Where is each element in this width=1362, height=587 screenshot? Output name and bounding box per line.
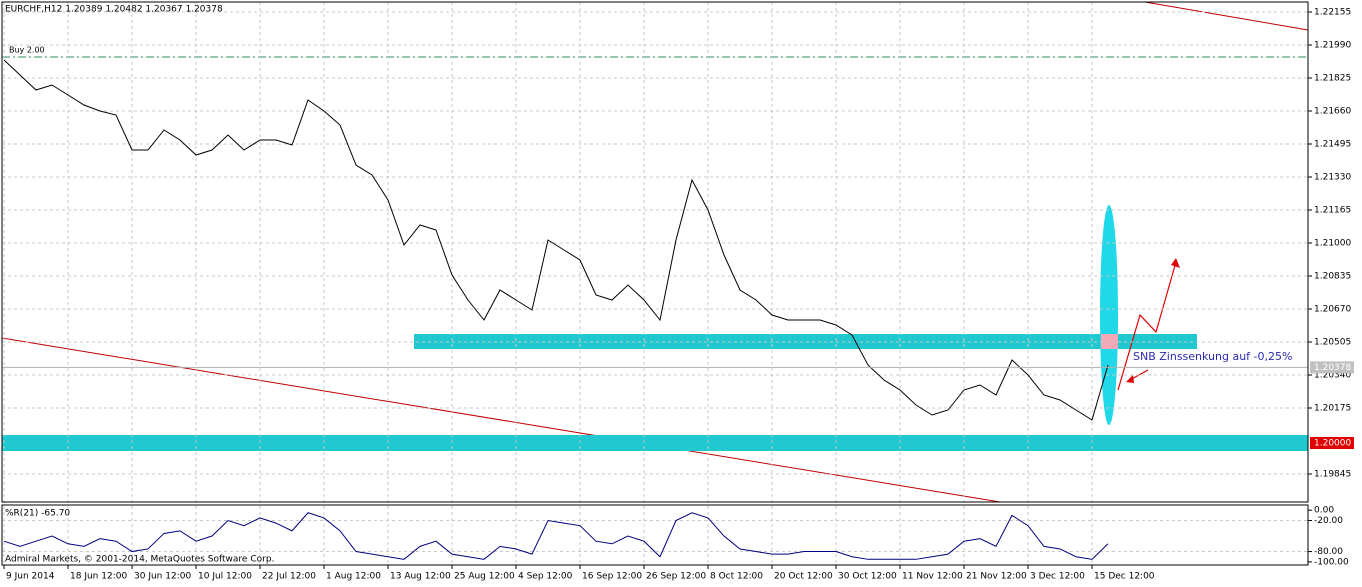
price-line	[3, 512, 1109, 560]
x-tick-label: 25 Aug 12:00	[454, 572, 515, 582]
x-tick-label: 8 Oct 12:00	[710, 572, 763, 582]
y-tick-label: 0.00	[1314, 506, 1334, 516]
y-tick-label: 1.21495	[1314, 140, 1351, 150]
support-zone	[2, 435, 1308, 451]
y-tick-label: 1.20340	[1314, 371, 1351, 381]
y-tick-label: -80.00	[1314, 547, 1343, 557]
y-tick-label: 1.21660	[1314, 107, 1351, 117]
last-price-label: 1.20378	[1314, 363, 1351, 373]
indicator-title: %R(21) -65.70	[5, 509, 70, 519]
x-tick-label: 18 Jun 12:00	[70, 572, 127, 582]
indicator-panel-frame	[1, 504, 1309, 566]
arrow-head	[1126, 375, 1134, 383]
y-tick-label: 1.21165	[1314, 206, 1351, 216]
x-tick-label: 4 Sep 12:00	[518, 572, 573, 582]
order-label: Buy 2.00	[9, 46, 45, 55]
forecast-arrow	[1117, 261, 1177, 391]
y-tick-label: 1.20835	[1314, 272, 1351, 282]
x-tick-label: 30 Oct 12:00	[838, 572, 897, 582]
last-price-box	[1310, 361, 1354, 374]
x-tick-label: 21 Nov 12:00	[966, 572, 1027, 582]
highlight-ellipse	[1100, 205, 1118, 425]
price-marker-label: 1.20000	[1314, 439, 1351, 449]
y-tick-label: 1.21000	[1314, 239, 1351, 249]
x-tick-label: 16 Sep 12:00	[582, 572, 642, 582]
price-marker-box	[1310, 437, 1354, 449]
x-tick-label: 3 Dec 12:00	[1030, 572, 1085, 582]
x-tick-label: 13 Aug 12:00	[390, 572, 451, 582]
footer: Admiral Markets, © 2001-2014, MetaQuotes…	[5, 555, 274, 565]
y-tick-label: 1.20175	[1314, 404, 1351, 414]
x-tick-label: 26 Sep 12:00	[646, 572, 706, 582]
x-tick-label: 15 Dec 12:00	[1094, 572, 1155, 582]
annotation: SNB Zinssenkung auf -0,25%	[1133, 350, 1292, 363]
y-tick-label: 1.21825	[1314, 74, 1351, 84]
resistance-zone	[414, 334, 1197, 349]
price-line	[3, 59, 1109, 421]
x-tick-label: 11 Nov 12:00	[902, 572, 963, 582]
y-tick-label: -100.00	[1314, 557, 1349, 567]
y-tick-label: 1.20505	[1314, 338, 1351, 348]
x-tick-label: 20 Oct 12:00	[774, 572, 833, 582]
x-tick-label: 10 Jul 12:00	[198, 572, 252, 582]
chart-title: EURCHF,H12 1.20389 1.20482 1.20367 1.203…	[5, 5, 223, 15]
y-tick-label: 1.21330	[1314, 173, 1351, 183]
y-tick-label: 1.21990	[1314, 41, 1351, 51]
y-tick-label: 1.20670	[1314, 305, 1351, 315]
x-tick-label: 9 Jun 2014	[6, 572, 55, 582]
x-tick-label: 1 Aug 12:00	[326, 572, 381, 582]
trend-line	[1144, 1, 1309, 31]
main-panel-frame	[1, 1, 1309, 503]
arrow-head	[1171, 258, 1180, 268]
highlight-overlap	[1101, 334, 1118, 349]
x-tick-label: 22 Jul 12:00	[262, 572, 316, 582]
x-tick-label: 30 Jun 12:00	[134, 572, 191, 582]
y-tick-label: 1.19845	[1314, 470, 1351, 480]
y-tick-label: 1.22155	[1314, 8, 1351, 18]
y-tick-label: -20.00	[1314, 516, 1343, 526]
trend-line	[1, 337, 1001, 503]
